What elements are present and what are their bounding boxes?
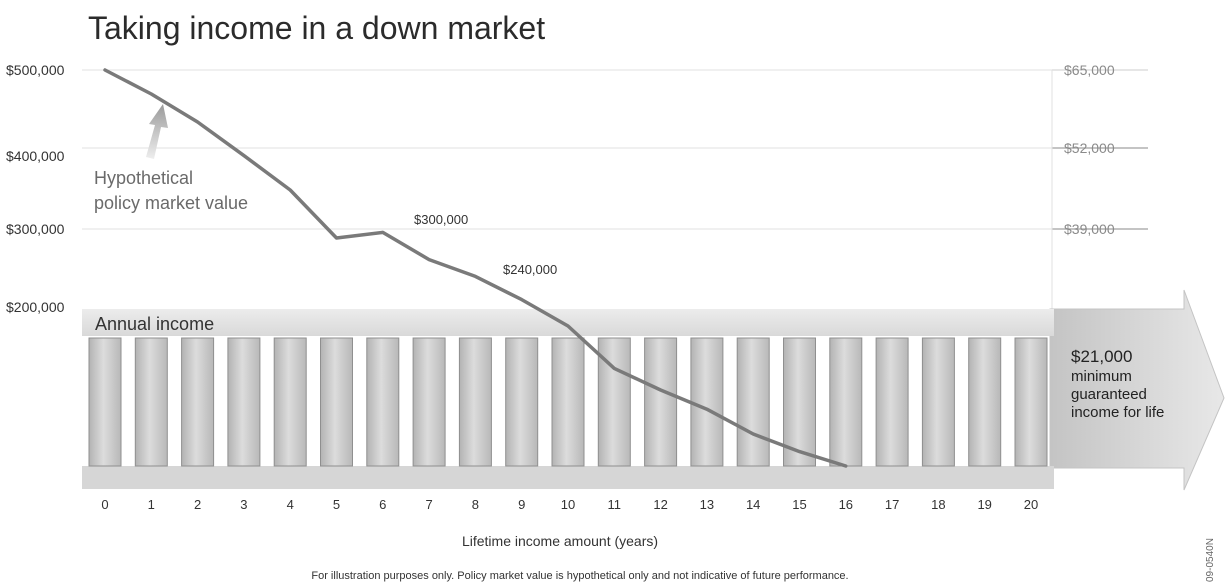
y-tick-label-right: $39,000 [1064,221,1115,237]
y-tick-label-left: $400,000 [6,148,65,164]
income-bar [505,337,539,467]
income-bar [1014,337,1048,467]
x-tick-label: 9 [518,497,525,512]
x-tick-label: 2 [194,497,201,512]
income-bar [458,337,492,467]
pointer-arrow-icon [146,104,168,159]
x-tick-label: 17 [885,497,899,512]
arrow-text-line: $21,000 [1071,347,1132,366]
income-arrow [82,289,1225,491]
x-tick-label: 3 [240,497,247,512]
y-tick-label-left: $300,000 [6,221,65,237]
market-value-pointer: Hypothetical policy market value [94,104,248,213]
x-tick-label: 10 [561,497,575,512]
income-bar [829,337,863,467]
y-axis-left: $500,000 $400,000 $300,000 $200,000 [6,62,65,315]
income-bar [551,337,585,467]
x-tick-label: 8 [472,497,479,512]
x-tick-label: 1 [148,497,155,512]
arrow-text-line: income for life [1071,404,1164,421]
series-line-market-value [103,68,848,468]
x-tick-label: 14 [746,497,760,512]
x-tick-label: 5 [333,497,340,512]
income-bar [227,337,261,467]
income-bar [366,337,400,467]
x-tick-label: 15 [792,497,806,512]
income-bar [783,337,816,467]
x-tick-label: 7 [425,497,432,512]
arrow-text: $21,000 minimum guaranteed income for li… [1071,347,1164,421]
income-bar [181,337,215,467]
income-bar [875,337,909,467]
x-tick-label: 19 [977,497,991,512]
income-arrow-head [1049,289,1225,491]
point-label-year-8: $240,000 [503,262,557,277]
arrow-text-line: guaranteed [1071,386,1147,403]
income-bar [690,337,724,467]
income-base-strip [82,466,1054,489]
x-tick-label: 6 [379,497,386,512]
income-bar [134,337,168,467]
x-tick-label: 11 [608,497,622,512]
income-bar [320,337,353,467]
y-tick-label-right: $52,000 [1064,140,1115,156]
income-bar [736,337,770,467]
y-axis-right: $65,000 $52,000 $39,000 [1064,62,1115,237]
x-tick-label: 12 [653,497,667,512]
x-tick-label: 13 [700,497,714,512]
point-label-year-6: $300,000 [414,212,468,227]
chart-title: Taking income in a down market [88,10,546,46]
x-tick-label: 16 [839,497,853,512]
x-tick-label: 20 [1024,497,1038,512]
annual-income-band [82,309,1054,336]
income-bar [644,337,678,467]
grid-lines [82,69,1148,310]
income-bar [412,337,446,467]
income-bar [88,337,122,467]
x-tick-label: 0 [101,497,108,512]
footnote: For illustration purposes only. Policy m… [311,570,848,582]
market-value-label-line: Hypothetical [94,168,193,188]
market-value-label-line: policy market value [94,193,248,213]
x-tick-label: 18 [931,497,945,512]
y-tick-label-left: $200,000 [6,299,65,315]
annual-income-bars [88,337,1048,467]
y-tick-label-right: $65,000 [1064,62,1115,78]
annual-income-label: Annual income [95,314,214,334]
x-axis-title: Lifetime income amount (years) [462,533,658,549]
y-tick-label-left: $500,000 [6,62,65,78]
income-bar [921,337,955,467]
x-tick-label: 4 [287,497,294,512]
figure-code: 09-0540N [1205,538,1216,582]
income-bar [968,337,1002,467]
arrow-text-line: minimum [1071,368,1132,385]
x-axis-ticks: 0 1 2 3 4 5 6 7 8 9 10 11 12 13 14 15 16 17 18 19 20 [101,497,1038,512]
income-bar [273,337,307,467]
